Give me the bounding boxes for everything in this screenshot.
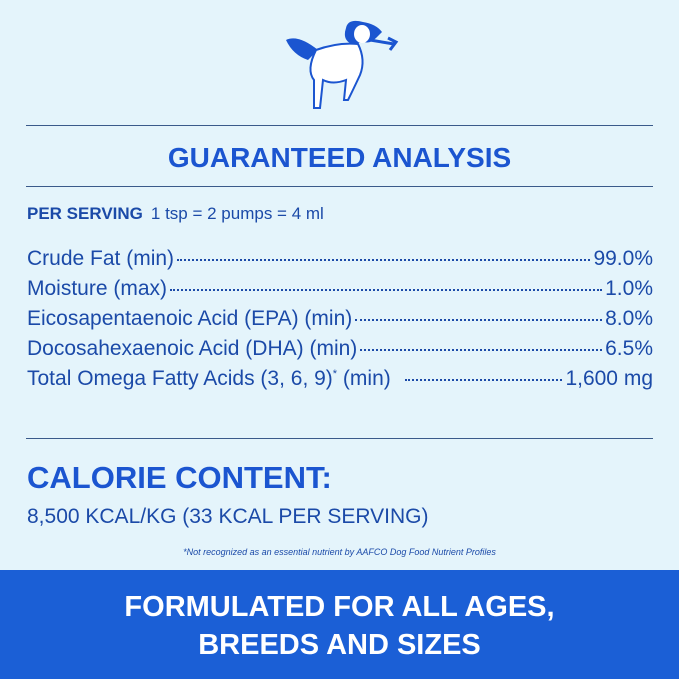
nutrient-value: 8.0% (605, 307, 653, 330)
banner-line: FORMULATED FOR ALL AGES, (124, 591, 555, 623)
analysis-row: Docosahexaenoic Acid (DHA) (min) 6.5% (27, 337, 653, 367)
analysis-row: Total Omega Fatty Acids (3, 6, 9)* (min)… (27, 367, 653, 397)
nutrient-name: Crude Fat (min) (27, 247, 175, 270)
leader-dots (360, 349, 603, 351)
footnote: *Not recognized as an essential nutrient… (183, 547, 496, 557)
leader-dots (177, 259, 591, 261)
calorie-heading: CALORIE CONTENT: (27, 460, 332, 495)
nutrient-value: 99.0% (593, 247, 653, 270)
banner: FORMULATED FOR ALL AGES, BREEDS AND SIZE… (0, 570, 679, 679)
nutrient-value: 1,600 mg (565, 367, 653, 390)
banner-line: BREEDS AND SIZES (198, 629, 481, 661)
leader-dots (355, 319, 603, 321)
per-serving-label: PER SERVING (27, 204, 143, 223)
leader-dots (170, 289, 603, 291)
nutrient-name-text: Total Omega Fatty Acids (3, 6, 9) (27, 367, 333, 390)
footnote-mark: * (332, 368, 338, 380)
divider (26, 186, 653, 187)
calorie-value: 8,500 KCAL/KG (33 KCAL PER SERVING) (27, 505, 429, 528)
divider (26, 125, 653, 126)
analysis-row: Crude Fat (min) 99.0% (27, 247, 653, 277)
nutrient-name: Moisture (max) (27, 277, 168, 300)
dog-logo-icon (286, 20, 399, 109)
leader-dots (404, 379, 563, 381)
divider (26, 438, 653, 439)
nutrient-name: Docosahexaenoic Acid (DHA) (min) (27, 337, 358, 360)
nutrient-name: Total Omega Fatty Acids (3, 6, 9)* (min) (27, 367, 391, 391)
nutrient-value: 1.0% (605, 277, 653, 300)
per-serving: PER SERVING 1 tsp = 2 pumps = 4 ml (27, 204, 324, 224)
per-serving-value: 1 tsp = 2 pumps = 4 ml (150, 204, 324, 223)
nutrient-name: Eicosapentaenoic Acid (EPA) (min) (27, 307, 353, 330)
analysis-table: Crude Fat (min) 99.0% Moisture (max) 1.0% … (27, 247, 653, 397)
nutrient-value: 6.5% (605, 337, 653, 360)
nutrient-qualifier: (min) (342, 367, 391, 390)
page-title: GUARANTEED ANALYSIS (167, 142, 512, 173)
analysis-row: Moisture (max) 1.0% (27, 277, 653, 307)
analysis-row: Eicosapentaenoic Acid (EPA) (min) 8.0% (27, 307, 653, 337)
